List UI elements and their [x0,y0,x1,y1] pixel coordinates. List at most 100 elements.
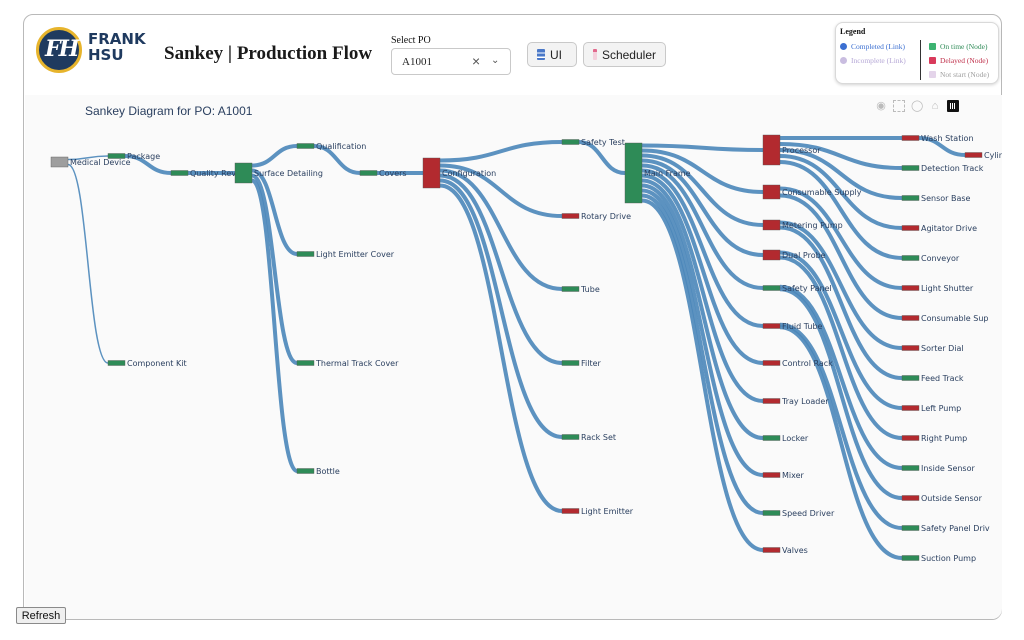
node-sorter-dial[interactable] [901,345,920,351]
link-surface-detailing-to-thermal-track-cover[interactable] [251,173,298,365]
link-main-frame-to-consumable-supply[interactable] [641,148,764,194]
node-safety-panel[interactable] [762,285,781,291]
link-consumable-supply-to-light-shutter[interactable] [779,186,903,290]
link-surface-detailing-to-bottle[interactable] [250,178,299,473]
node-rack-set[interactable] [561,434,580,440]
chevron-down-icon[interactable]: ⌄ [491,55,500,66]
link-medical-device-to-package[interactable] [67,155,109,161]
link-fluid-tube-to-suction-pump[interactable] [779,325,903,560]
link-main-frame-to-processor[interactable] [641,143,764,152]
link-main-frame-to-safety-panel[interactable] [641,163,764,290]
node-feed-track[interactable] [901,375,920,381]
node-tube[interactable] [561,286,580,292]
link-processor-to-sensor-base[interactable] [779,148,903,200]
link-package-to-quality-rev[interactable] [124,154,172,175]
node-agitator-drive[interactable] [901,225,920,231]
link-configuration-to-safety-test[interactable] [439,140,563,163]
node-package[interactable] [107,153,126,159]
node-fluid-tube[interactable] [762,323,781,329]
node-locker[interactable] [762,435,781,441]
node-rotary-drive[interactable] [561,213,580,219]
link-fluid-tube-to-safety-panel-driv[interactable] [779,322,903,530]
node-thermal-track-cover[interactable] [296,360,315,366]
link-processor-to-detection-track[interactable] [779,142,903,170]
node-metering-pump[interactable] [762,219,781,231]
home-icon[interactable]: ⌂ [931,100,939,112]
link-main-frame-to-fluid-tube[interactable] [641,168,764,328]
link-main-frame-to-speed-driver[interactable] [641,193,764,515]
link-wash-station-to-cylinder[interactable] [918,136,966,157]
link-main-frame-to-valves[interactable] [641,198,764,552]
link-dual-probe-to-right-pump[interactable] [779,255,903,440]
lasso-icon[interactable]: ◯ [911,100,924,112]
scheduler-button[interactable]: Scheduler [583,42,666,67]
node-outside-sensor[interactable] [901,495,920,501]
node-main-frame[interactable] [624,142,643,204]
link-metering-pump-to-sorter-dial[interactable] [779,220,903,350]
plotly-logo-icon[interactable] [947,100,959,112]
clear-icon[interactable]: × [472,53,481,69]
link-main-frame-to-locker[interactable] [641,183,764,440]
node-suction-pump[interactable] [901,555,920,561]
node-light-shutter[interactable] [901,285,920,291]
link-qualification-to-covers[interactable] [313,144,361,175]
link-main-frame-to-metering-pump[interactable] [641,153,764,227]
link-main-frame-to-dual-probe[interactable] [641,158,764,257]
node-valves[interactable] [762,547,781,553]
node-wash-station[interactable] [901,135,920,141]
node-consumable-sup[interactable] [901,315,920,321]
node-left-pump[interactable] [901,405,920,411]
node-inside-sensor[interactable] [901,465,920,471]
node-quality-rev[interactable] [170,170,189,176]
node-cylinder[interactable] [964,152,983,158]
node-safety-test[interactable] [561,139,580,145]
node-consumable-supply[interactable] [762,184,781,200]
node-component-kit[interactable] [107,360,126,366]
node-configuration[interactable] [422,157,441,189]
node-sensor-base[interactable] [901,195,920,201]
node-speed-driver[interactable] [762,510,781,516]
node-right-pump[interactable] [901,435,920,441]
link-surface-detailing-to-light-emitter-cover[interactable] [251,168,298,256]
link-safety-test-to-main-frame[interactable] [578,140,626,175]
link-safety-panel-to-inside-sensor[interactable] [779,284,903,470]
node-bottle[interactable] [296,468,315,474]
po-select[interactable]: A1001 × ⌄ [391,48,511,75]
node-light-emitter-cover[interactable] [296,251,315,257]
link-dual-probe-to-left-pump[interactable] [779,250,903,410]
node-safety-panel-driv[interactable] [901,525,920,531]
node-surface-detailing[interactable] [234,162,253,184]
link-main-frame-to-mixer[interactable] [641,188,764,477]
node-tray-loader[interactable] [762,398,781,404]
node-qualification[interactable] [296,143,315,149]
link-configuration-to-light-emitter[interactable] [439,183,563,513]
node-light-emitter[interactable] [561,508,580,514]
link-processor-to-conveyor[interactable] [779,160,903,260]
node-filter[interactable] [561,360,580,366]
link-surface-detailing-to-qualification[interactable] [251,144,298,168]
refresh-button[interactable]: Refresh [16,607,66,624]
node-processor[interactable] [762,134,781,166]
link-main-frame-to-tray-loader[interactable] [641,178,764,403]
link-processor-to-agitator-drive[interactable] [779,154,903,230]
node-mixer[interactable] [762,472,781,478]
link-configuration-to-filter[interactable] [439,173,563,365]
node-control-rack[interactable] [762,360,781,366]
node-dual-probe[interactable] [762,249,781,261]
link-medical-device-to-component-kit[interactable] [67,163,109,364]
box-select-icon[interactable] [893,100,905,112]
node-medical-device[interactable] [50,156,69,168]
ui-button[interactable]: UI [527,42,577,67]
link-consumable-supply-to-consumable-sup[interactable] [779,193,903,320]
link-metering-pump-to-feed-track[interactable] [779,225,903,380]
camera-icon[interactable]: ◉ [876,100,886,112]
node-detection-track[interactable] [901,165,920,171]
node-conveyor[interactable] [901,255,920,261]
link-main-frame-to-control-rack[interactable] [641,173,764,365]
link-configuration-to-rack-set[interactable] [439,178,563,439]
link-configuration-to-rotary-drive[interactable] [439,163,563,218]
node-covers[interactable] [359,170,378,176]
link-configuration-to-tube[interactable] [439,168,563,291]
link-safety-panel-to-outside-sensor[interactable] [779,287,903,500]
